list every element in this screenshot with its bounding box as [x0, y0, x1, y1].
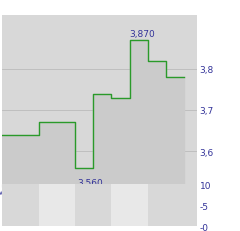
Bar [148, 184, 184, 226]
Bar [2, 184, 39, 226]
Text: 3,560: 3,560 [77, 178, 103, 187]
Bar [75, 184, 111, 226]
Text: 3,870: 3,870 [130, 30, 155, 39]
Bar [39, 184, 75, 226]
Bar [111, 184, 148, 226]
